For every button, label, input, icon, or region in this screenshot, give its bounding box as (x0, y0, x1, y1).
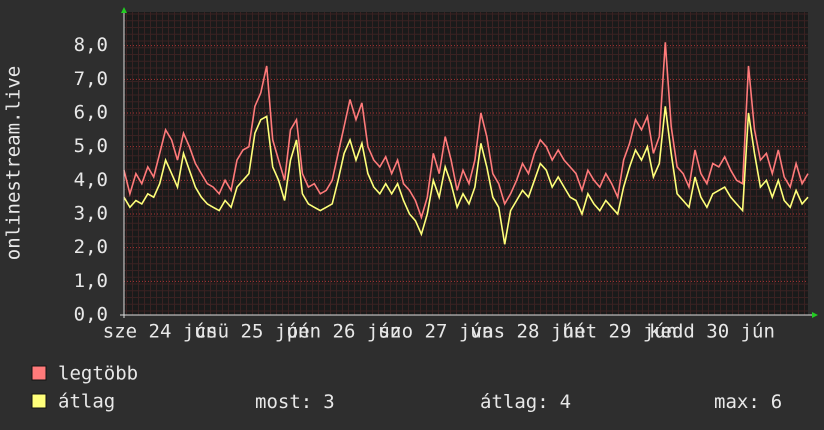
x-tick-label: vas 28 jún (471, 321, 585, 343)
x-tick-label: csü 25 jún (195, 321, 309, 343)
series-line (123, 106, 809, 245)
y-axis-label: onlinestream.live (3, 66, 25, 260)
y-tick-label: 3,0 (74, 203, 108, 225)
y-tick-label: 0,0 (74, 304, 108, 326)
axis-arrow (121, 7, 127, 13)
stat-label: max: (714, 391, 760, 413)
stat-value: 6 (771, 391, 782, 413)
axis-arrow (812, 312, 818, 318)
y-tick-label: 5,0 (74, 135, 108, 157)
legend-swatch (31, 365, 47, 381)
stat-label: átlag: (480, 391, 549, 413)
x-tick-label: hét 29 jún (563, 321, 677, 343)
stat-value: 4 (560, 391, 571, 413)
y-tick-label: 7,0 (74, 68, 108, 90)
y-tick-label: 4,0 (74, 169, 108, 191)
stat: most: 3 (255, 391, 335, 413)
stat-value: 3 (323, 391, 334, 413)
y-tick-label: 8,0 (74, 34, 108, 56)
y-tick-label: 1,0 (74, 270, 108, 292)
plot-texture (124, 12, 808, 315)
legend-swatch (31, 393, 47, 409)
series-line (123, 42, 809, 220)
stat-label: most: (255, 391, 312, 413)
stat: átlag: 4 (480, 391, 571, 413)
plot (123, 42, 809, 316)
y-tick-label: 6,0 (74, 102, 108, 124)
legend-label: legtöbb (58, 363, 138, 385)
x-tick-label: szo 27 jún (379, 321, 493, 343)
x-tick-label: pén 26 jún (287, 321, 401, 343)
x-tick-label: kedd 30 jún (649, 321, 775, 343)
stat: max: 6 (714, 391, 782, 413)
x-tick-label: sze 24 jún (103, 321, 217, 343)
y-tick-label: 2,0 (74, 236, 108, 258)
legend-label: átlag (58, 391, 115, 413)
